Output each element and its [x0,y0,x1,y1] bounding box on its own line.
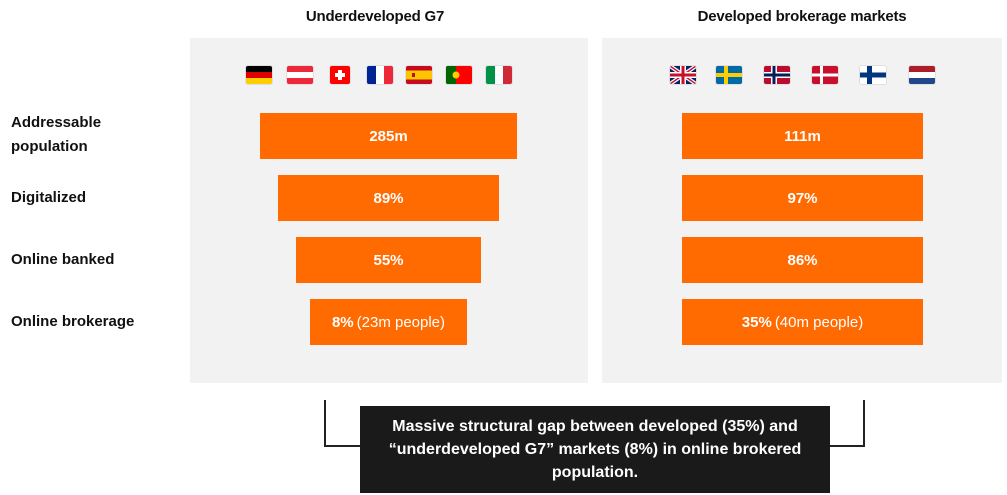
row-label-addressable-population: Addressable population [11,111,131,159]
row-label-online-brokerage: Online brokerage [11,313,135,330]
callout-box: Massive structural gap between developed… [360,406,830,493]
bar-g7-addressable-population: 285m [260,113,517,159]
bar-g7-digitalized: 89% [278,175,499,221]
uk-flag-icon [670,66,696,84]
bar-value: 89% [373,189,404,207]
bar-developed-online-banked: 86% [682,237,923,283]
bar-developed-addressable-population: 111m [682,113,923,159]
bar-value: 55% [373,251,404,269]
denmark-flag-icon [812,66,838,84]
switzerland-flag-icon [330,66,350,84]
row-label-text: Addressable population [11,114,102,155]
bar-value: 285m [369,127,408,145]
austria-flag-icon [287,66,313,84]
row-label-online-banked: Online banked [11,251,115,268]
netherlands-flag-icon [909,66,935,84]
bar-value: 8% [331,313,354,331]
bar-subvalue: (40m people) [774,313,864,331]
sweden-flag-icon [716,66,742,84]
finland-flag-icon [860,66,886,84]
right-column-title: Developed brokerage markets [697,8,907,25]
bar-value: 86% [787,251,818,269]
left-column-title: Underdeveloped G7 [305,8,445,25]
italy-flag-icon [486,66,512,84]
bar-subvalue: (23m people) [356,313,446,331]
germany-flag-icon [246,66,272,84]
france-flag-icon [367,66,393,84]
bar-g7-online-brokerage: 8% (23m people) [310,299,467,345]
bar-value: 97% [787,189,818,207]
norway-flag-icon [764,66,790,84]
row-label-digitalized: Digitalized [11,189,87,206]
callout-text: Massive structural gap between developed… [388,418,802,481]
portugal-flag-icon [446,66,472,84]
bar-value: 35% [741,313,772,331]
spain-flag-icon [406,66,432,84]
bar-developed-digitalized: 97% [682,175,923,221]
bar-g7-online-banked: 55% [296,237,481,283]
bar-developed-online-brokerage: 35% (40m people) [682,299,923,345]
bar-value: 111m [784,127,821,145]
